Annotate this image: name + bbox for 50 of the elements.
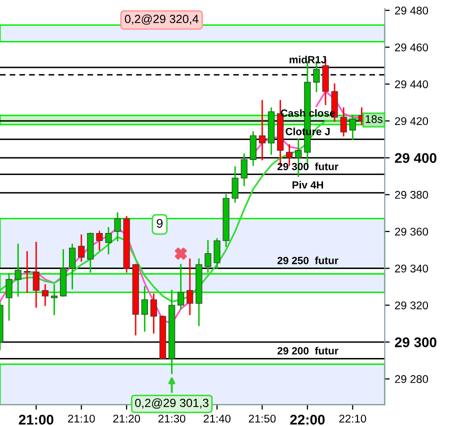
ref-line-label: 29 250 futur [277, 256, 338, 264]
x-tick-label: 21:30 [158, 414, 186, 423]
candlestick [150, 293, 158, 334]
candlestick [114, 212, 121, 242]
candlestick [340, 107, 347, 136]
ref-line-label: midR1J [290, 56, 326, 64]
candlestick [349, 114, 356, 140]
candlestick [214, 238, 220, 270]
ref-line-label: Piv 4H [292, 180, 324, 189]
ref-line-label: 29 200 futur [277, 346, 338, 354]
x-tick-label: 21:50 [248, 414, 276, 423]
candlestick [186, 258, 194, 316]
candlestick [178, 264, 184, 310]
candlestick [24, 251, 30, 293]
annotation: 0,2@29 320,4 [124, 14, 198, 25]
x-tick-label: 22:10 [339, 414, 366, 423]
candlestick [78, 234, 85, 262]
candlestick [6, 273, 12, 321]
x-tick-label: 22:00 [290, 414, 325, 425]
candlestick [258, 100, 266, 160]
candlestick [42, 284, 49, 306]
y-tick-label: 29 340 [395, 264, 428, 272]
y-tick-label: 29 380 [395, 190, 428, 199]
y-tick-label: 29 440 [395, 80, 428, 88]
y-tick-label: 29 480 [395, 6, 428, 14]
annotation: 9 [156, 218, 163, 228]
candlestick [105, 227, 112, 254]
candlestick [14, 244, 22, 297]
candlestick [250, 131, 257, 166]
y-tick-label: 29 320 [395, 301, 428, 310]
candlestick [204, 240, 212, 273]
candlestick [68, 244, 76, 290]
x-tick-label: 21:20 [113, 414, 140, 423]
candlestick [232, 166, 238, 203]
y-tick-label: 29 460 [395, 43, 428, 52]
x-tick-label: 21:40 [204, 414, 230, 423]
y-tick-label: 29 300 [394, 337, 436, 348]
candlestick [32, 242, 40, 308]
x-tick-label: 21:10 [68, 414, 95, 423]
y-tick-label: 29 360 [395, 228, 428, 236]
candlestick [240, 153, 248, 186]
y-tick-label: 29 420 [395, 117, 428, 126]
annotation: 18s [366, 115, 382, 123]
y-tick-label: 29 280 [395, 375, 428, 384]
candlestick [96, 230, 103, 251]
candlestick [50, 284, 58, 316]
annotation: 0,2@29 301,3 [135, 398, 208, 409]
x-tick-label: 21:00 [18, 414, 54, 425]
candlestick [141, 286, 148, 332]
y-tick-label: 29 400 [394, 153, 436, 163]
